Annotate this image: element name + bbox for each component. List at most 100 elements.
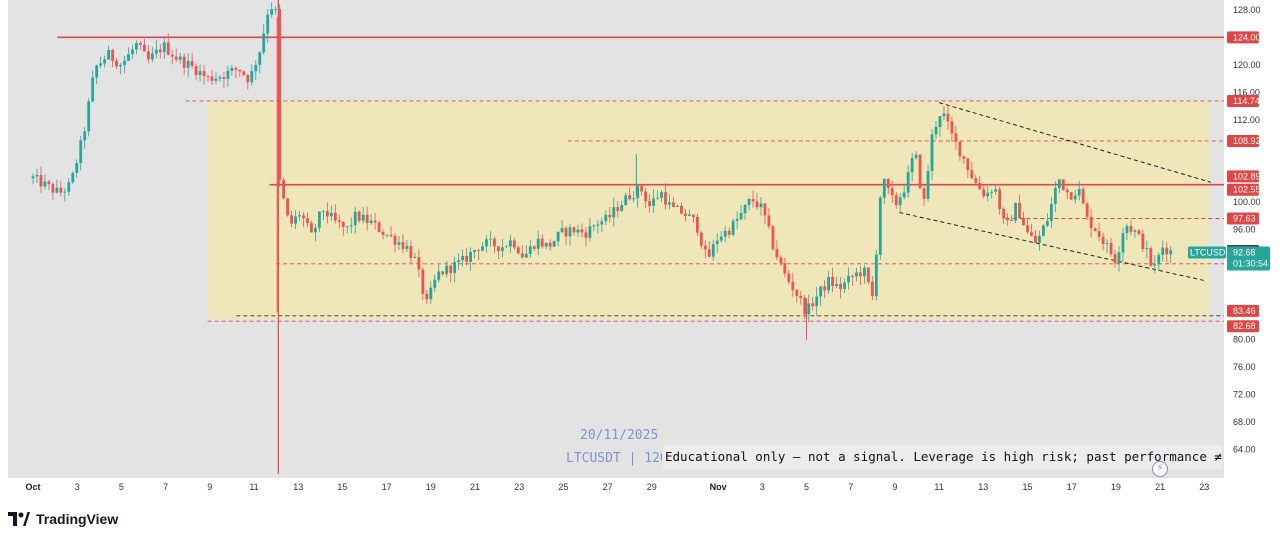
- candle-body-148: [620, 205, 624, 211]
- candle-body-42: [198, 71, 202, 76]
- candle-body-225: [926, 171, 930, 199]
- price-tag-0: [1227, 31, 1259, 44]
- candle-body-56: [254, 64, 258, 72]
- price-chart[interactable]: 128.00 120.00 116.00 112.00 100.00 96.00 80.00…: [0, 0, 1280, 500]
- candle-body-238: [978, 182, 982, 190]
- last-price-label: 92.68: [1233, 248, 1256, 258]
- candle-body-63: [282, 180, 286, 199]
- candle-body-109: [465, 255, 469, 262]
- channel-line-0: [938, 102, 1212, 183]
- candle-body-263: [1077, 188, 1081, 196]
- candle-body-139: [584, 232, 588, 238]
- candle-body-117: [497, 246, 500, 251]
- time-tick-6: 13: [293, 482, 303, 492]
- lightning-icon[interactable]: ⚡: [1152, 461, 1168, 477]
- candle-body-226: [930, 134, 934, 172]
- time-tick-26: 23: [1199, 482, 1209, 492]
- candle-body-220: [906, 172, 910, 193]
- candle-body-112: [477, 250, 480, 251]
- candle-body-194: [803, 297, 807, 315]
- time-tick-25: 21: [1155, 482, 1165, 492]
- footer-logo[interactable]: TradingView: [8, 509, 118, 529]
- candle-body-182: [755, 201, 759, 208]
- price-tag-5: [1227, 212, 1259, 225]
- candle-body-207: [855, 272, 858, 277]
- chart-area[interactable]: 128.00 120.00 116.00 112.00 100.00 96.00 80.00…: [0, 0, 1280, 500]
- candle-body-37: [178, 56, 182, 60]
- candle-body-82: [357, 211, 361, 221]
- time-tick-12: 25: [558, 482, 568, 492]
- candle-body-49: [226, 70, 230, 79]
- candle-body-74: [325, 211, 329, 217]
- candle-body-90: [389, 234, 393, 236]
- candle-body-57: [258, 52, 262, 65]
- candle-body-250: [1026, 225, 1029, 233]
- time-tick-20: 11: [934, 482, 943, 492]
- candle-body-156: [652, 198, 655, 206]
- price-tag-label-9: 82.68: [1233, 321, 1256, 331]
- candle-body-214: [882, 179, 886, 198]
- candle-body-126: [532, 246, 536, 249]
- candle-body-178: [739, 213, 743, 220]
- price-tick-4: 100.00: [1233, 197, 1261, 207]
- candle-body-80: [349, 225, 353, 227]
- candle-body-285: [1165, 247, 1169, 255]
- candle-body-5: [51, 184, 55, 193]
- candle-body-96: [413, 256, 417, 258]
- symbol-tag: [1188, 246, 1226, 259]
- candle-body-25: [131, 49, 134, 55]
- candle-body-166: [691, 214, 695, 218]
- price-tick-9: 68.00: [1233, 417, 1256, 427]
- candle-body-275: [1125, 226, 1129, 234]
- countdown-label: 01:30:54: [1233, 259, 1268, 269]
- candle-body-211: [870, 281, 874, 297]
- candle-body-153: [640, 186, 644, 192]
- time-tick-22: 15: [1022, 482, 1032, 492]
- candle-body-147: [616, 207, 620, 211]
- time-tick-21: 13: [978, 482, 988, 492]
- candle-body-230: [946, 113, 950, 122]
- candle-body-159: [664, 192, 667, 205]
- candle-body-245: [1006, 218, 1010, 221]
- candle-body-152: [636, 186, 640, 199]
- candle-body-274: [1121, 233, 1125, 253]
- candle-body-70: [310, 223, 313, 233]
- candle-body-213: [878, 197, 882, 255]
- candle-body-231: [950, 121, 954, 134]
- candle-body-198: [819, 286, 823, 297]
- candle-body-234: [962, 156, 966, 159]
- candle-body-150: [628, 195, 632, 200]
- candle-body-190: [787, 273, 791, 282]
- candle-body-216: [890, 188, 894, 196]
- candle-body-192: [795, 290, 799, 296]
- candle-body-189: [783, 263, 787, 274]
- candle-body-282: [1153, 264, 1157, 266]
- candle-body-239: [982, 189, 986, 197]
- candle-body-252: [1034, 235, 1037, 243]
- candle-body-259: [1061, 179, 1065, 190]
- candle-body-71: [314, 227, 317, 233]
- time-tick-7: 15: [337, 482, 347, 492]
- candle-body-260: [1065, 189, 1069, 193]
- candle-body-199: [823, 286, 827, 291]
- candle-body-267: [1093, 228, 1097, 232]
- candle-body-183: [759, 203, 763, 208]
- candle-body-149: [624, 195, 628, 206]
- candle-body-38: [182, 56, 186, 68]
- candle-body-132: [556, 231, 560, 242]
- candle-body-65: [290, 215, 293, 224]
- candle-body-217: [894, 195, 898, 206]
- candle-body-209: [863, 267, 866, 277]
- candle-body-202: [835, 283, 838, 286]
- candle-body-15: [91, 77, 95, 102]
- candle-body-133: [560, 228, 564, 232]
- candle-body-205: [847, 275, 850, 283]
- candle-body-62: [278, 9, 282, 181]
- candle-body-88: [381, 232, 385, 235]
- time-tick-0: Oct: [25, 482, 40, 492]
- candle-body-218: [898, 197, 902, 206]
- candle-body-78: [341, 221, 345, 227]
- candle-body-29: [146, 51, 150, 60]
- candle-body-18: [103, 59, 107, 64]
- time-tick-13: 27: [603, 482, 613, 492]
